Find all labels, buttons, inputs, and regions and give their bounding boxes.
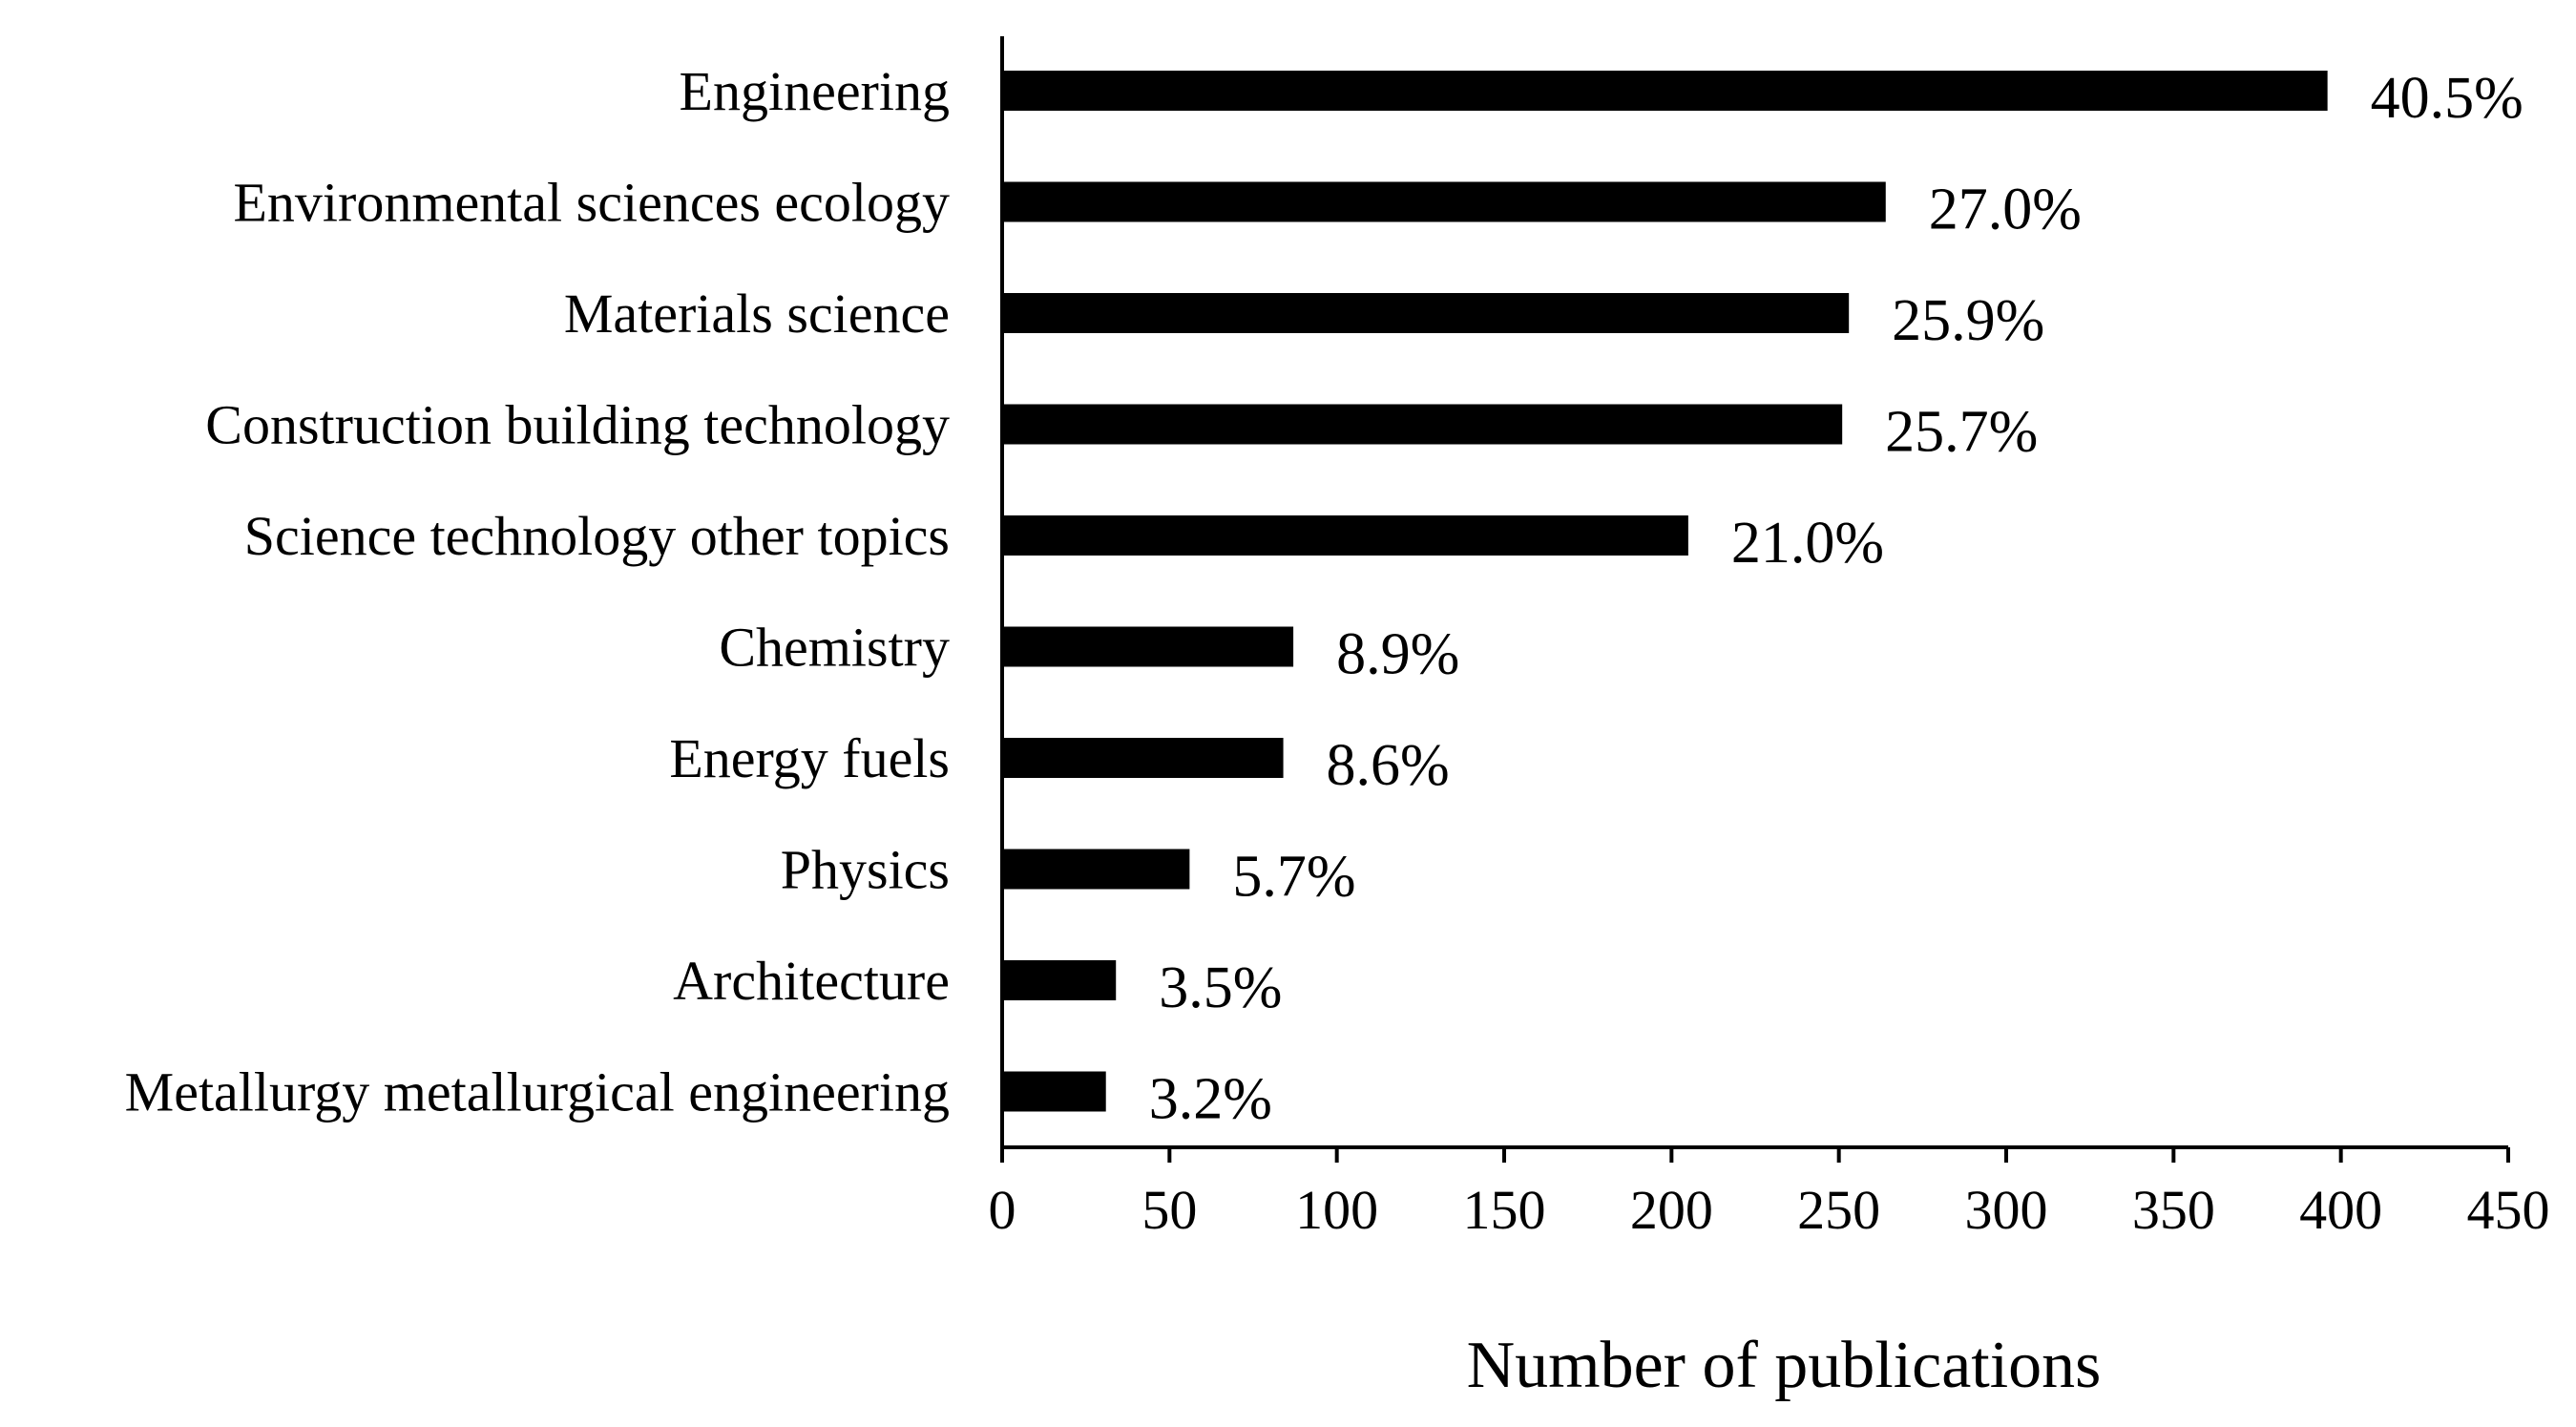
- axes: [1000, 36, 2508, 1149]
- data-labels: 40.5% 27.0% 25.9% 25.7%21.0% 8.9% 8.6% 5.7% 3.5…: [1149, 66, 2524, 1132]
- data-label-4: 21.0%: [1731, 511, 1884, 576]
- category-label-4: Science technology other topics: [244, 505, 950, 567]
- category-label-7: Physics: [781, 839, 950, 901]
- x-axis-ticks: 0 50 100 150 200 250 300 350 400 450: [989, 1147, 2550, 1241]
- category-label-0: Engineering: [680, 60, 950, 122]
- data-label-5: 8.9%: [1336, 622, 1459, 687]
- x-tick-label-7: 350: [2132, 1179, 2215, 1241]
- category-label-5: Chemistry: [719, 617, 950, 679]
- data-label-0: 40.5%: [2371, 66, 2524, 131]
- category-labels: Engineering Environmental sciences ecolog…: [125, 60, 950, 1123]
- x-tick-label-8: 400: [2299, 1179, 2382, 1241]
- bar-7: [1002, 849, 1190, 890]
- bar-8: [1002, 960, 1117, 1000]
- category-label-6: Energy fuels: [669, 727, 950, 789]
- x-tick-label-4: 200: [1630, 1179, 1713, 1241]
- bars: [1002, 71, 2328, 1112]
- bar-1: [1002, 181, 1886, 222]
- category-label-1: Environmental sciences ecology: [233, 172, 950, 234]
- x-tick-label-2: 100: [1295, 1179, 1378, 1241]
- data-label-9: 3.2%: [1149, 1067, 1272, 1132]
- data-label-3: 25.7%: [1885, 400, 2038, 465]
- x-tick-label-6: 300: [1965, 1179, 2048, 1241]
- x-tick-label-5: 250: [1797, 1179, 1880, 1241]
- bar-3: [1002, 404, 1843, 445]
- data-label-2: 25.9%: [1892, 288, 2044, 353]
- category-label-8: Architecture: [673, 950, 950, 1012]
- x-tick-label-0: 0: [989, 1179, 1016, 1241]
- bar-4: [1002, 515, 1688, 556]
- data-label-6: 8.6%: [1327, 733, 1450, 798]
- x-axis-title: Number of publications: [1467, 1329, 2102, 1402]
- bar-6: [1002, 738, 1284, 778]
- category-label-2: Materials science: [564, 283, 950, 345]
- x-tick-label-3: 150: [1463, 1179, 1546, 1241]
- data-label-7: 5.7%: [1232, 845, 1355, 910]
- bar-0: [1002, 71, 2328, 111]
- bar-9: [1002, 1071, 1106, 1112]
- category-label-3: Construction building technology: [205, 394, 950, 456]
- x-tick-label-9: 450: [2467, 1179, 2550, 1241]
- x-tick-label-1: 50: [1141, 1179, 1197, 1241]
- bar-2: [1002, 293, 1850, 333]
- bar-5: [1002, 626, 1294, 667]
- category-label-9: Metallurgy metallurgical engineering: [125, 1061, 950, 1123]
- data-label-8: 3.5%: [1159, 955, 1282, 1020]
- data-label-1: 27.0%: [1929, 178, 2082, 242]
